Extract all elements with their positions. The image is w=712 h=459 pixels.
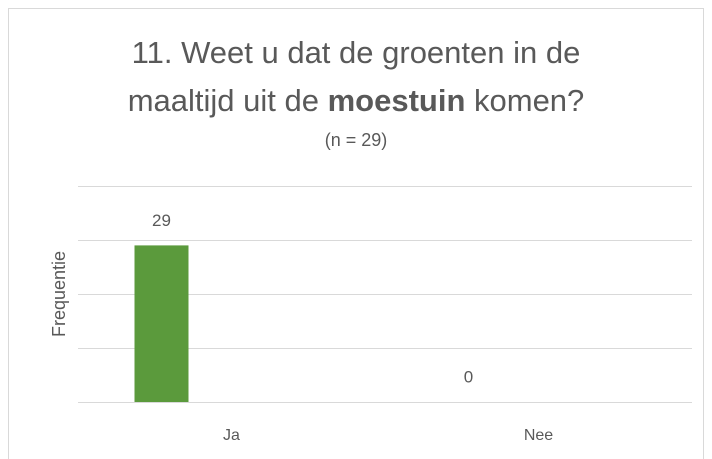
title-part: komen? <box>465 83 584 118</box>
bar <box>134 245 189 402</box>
chart-title-line-2: maaltijd uit de moestuin komen? <box>128 83 585 118</box>
x-tick-label: Nee <box>524 427 553 444</box>
y-axis-label: Frequentie <box>49 251 69 337</box>
title-bold-part: moestuin <box>328 83 466 118</box>
chart-subtitle: (n = 29) <box>325 130 388 150</box>
title-part: maaltijd uit de <box>128 83 328 118</box>
data-label: 29 <box>152 211 171 230</box>
chart-frame <box>8 8 704 459</box>
chart-title-line-1: 11. Weet u dat de groenten in de <box>132 35 581 70</box>
data-label: 0 <box>464 367 473 386</box>
x-tick-label: Ja <box>223 427 240 444</box>
